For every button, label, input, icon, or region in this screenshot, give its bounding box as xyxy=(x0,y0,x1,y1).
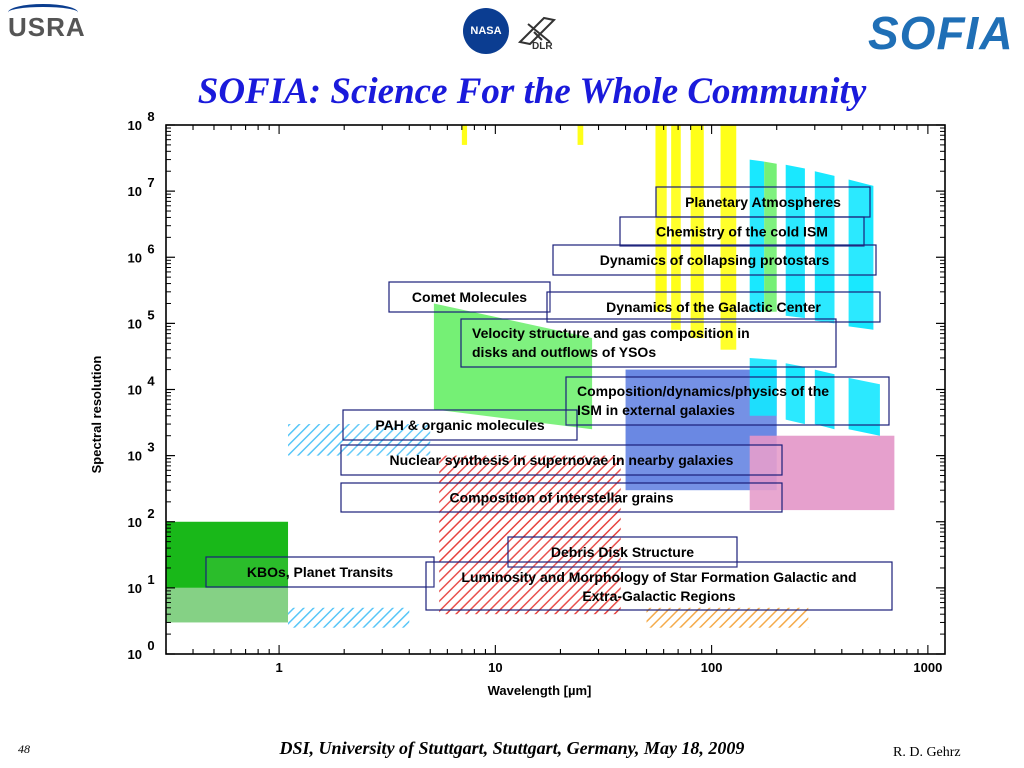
footer-venue: DSI, University of Stuttgart, Stuttgart,… xyxy=(279,738,745,758)
annotation-label: PAH & organic molecules xyxy=(375,417,545,433)
annotation-label-line2: Extra-Galactic Regions xyxy=(582,588,735,604)
annotation-box xyxy=(655,186,871,218)
region-1 xyxy=(166,587,289,623)
annotation-box xyxy=(460,318,837,368)
x-tick-label: 10 xyxy=(488,660,502,675)
page-number: 48 xyxy=(18,742,30,756)
annotation-label: Velocity structure and gas composition i… xyxy=(472,325,750,341)
region-11 xyxy=(690,125,704,339)
x-tick-label: 100 xyxy=(701,660,723,675)
region-15 xyxy=(749,159,765,312)
y-tick-exponent: 0 xyxy=(147,638,154,653)
region-7 xyxy=(749,435,895,511)
chart-regions xyxy=(166,125,895,628)
dlr-logo-icon xyxy=(517,16,557,46)
y-tick-label: 10 xyxy=(128,515,142,530)
region-17 xyxy=(785,164,805,319)
x-axis-label: Wavelength [µm] xyxy=(488,683,592,698)
region-14 xyxy=(577,125,584,145)
annotation-label: Dynamics of the Galactic Center xyxy=(606,299,821,315)
annotation-box xyxy=(340,444,783,476)
y-tick-label: 10 xyxy=(128,449,142,464)
y-tick-exponent: 2 xyxy=(147,506,154,521)
region-10 xyxy=(671,125,681,330)
region-5 xyxy=(646,607,809,628)
x-tick-label: 1000 xyxy=(913,660,942,675)
slide-title: SOFIA: Science For the Whole Community xyxy=(197,71,867,112)
annotation-box xyxy=(565,376,890,426)
x-tick-label: 1 xyxy=(275,660,282,675)
y-axis-label: Spectral resolution xyxy=(89,356,104,474)
annotation-label: Dynamics of collapsing protostars xyxy=(600,252,830,268)
y-tick-label: 10 xyxy=(128,647,142,662)
annotation-box xyxy=(425,561,893,611)
y-tick-exponent: 5 xyxy=(147,307,154,322)
region-3 xyxy=(288,607,410,628)
annotation-box xyxy=(342,409,578,441)
region-18 xyxy=(814,171,835,324)
region-21 xyxy=(785,363,805,425)
annotation-box xyxy=(388,281,551,313)
region-16 xyxy=(764,161,777,312)
y-tick-label: 10 xyxy=(128,184,142,199)
y-tick-label: 10 xyxy=(128,250,142,265)
region-12 xyxy=(720,125,737,350)
slide-header: USRA NASA DLR SOFIA xyxy=(0,0,1024,62)
y-tick-exponent: 7 xyxy=(147,175,154,190)
y-tick-label: 10 xyxy=(128,383,142,398)
annotation-box xyxy=(552,244,877,276)
y-tick-exponent: 6 xyxy=(147,241,154,256)
annotation-box xyxy=(619,216,865,247)
sofia-logo: SOFIA xyxy=(868,7,1014,59)
annotation-label: KBOs, Planet Transits xyxy=(247,564,393,580)
annotation-label: Debris Disk Structure xyxy=(551,544,694,560)
region-20 xyxy=(749,358,777,416)
footer-author: R. D. Gehrz xyxy=(893,745,961,760)
annotation-label-line2: ISM in external galaxies xyxy=(577,402,735,418)
annotation-label: Nuclear synthesis in supernovae in nearb… xyxy=(390,452,734,468)
usra-arc-icon xyxy=(8,4,78,21)
y-tick-label: 10 xyxy=(128,581,142,596)
annotation-box xyxy=(205,556,435,588)
annotation-label: Comet Molecules xyxy=(412,289,527,305)
dlr-logo-text: DLR xyxy=(532,41,553,52)
annotation-label: Composition of interstellar grains xyxy=(449,490,673,506)
region-9 xyxy=(655,125,667,312)
y-tick-exponent: 8 xyxy=(147,109,154,124)
chart-annotations: Planetary Atmospheres Chemistry of the co… xyxy=(205,186,893,611)
annotation-label: Planetary Atmospheres xyxy=(685,194,841,210)
annotation-box xyxy=(546,291,881,323)
region-22 xyxy=(814,369,835,430)
annotation-label: Chemistry of the cold ISM xyxy=(656,224,828,240)
y-tick-exponent: 4 xyxy=(147,374,155,389)
y-tick-label: 10 xyxy=(128,316,142,331)
nasa-logo: NASA xyxy=(463,8,509,54)
annotation-label: Composition/dynamics/physics of the xyxy=(577,383,829,399)
annotation-box xyxy=(340,482,783,513)
annotation-label-line2: disks and outflows of YSOs xyxy=(472,344,656,360)
y-tick-exponent: 3 xyxy=(147,440,154,455)
annotation-label: Luminosity and Morphology of Star Format… xyxy=(461,569,856,585)
region-13 xyxy=(461,125,468,145)
region-4 xyxy=(439,455,621,615)
usra-logo: USRA xyxy=(8,4,86,43)
y-tick-exponent: 1 xyxy=(147,572,154,587)
y-tick-label: 10 xyxy=(128,118,142,133)
region-0 xyxy=(166,521,289,588)
region-23 xyxy=(848,377,880,436)
